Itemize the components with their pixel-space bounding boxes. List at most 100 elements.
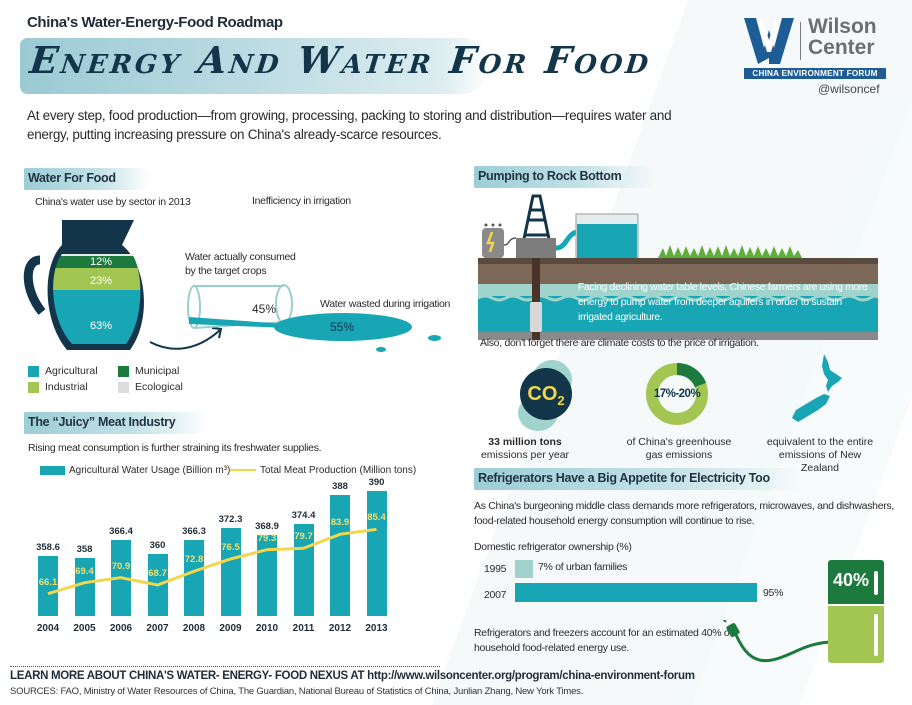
bar-value-label: 372.3 (218, 513, 243, 525)
fridge-freezer-icon: 40% (828, 560, 884, 604)
ownership-label-2007: 95% (763, 587, 784, 599)
legend-item-ecological: Ecological (118, 381, 188, 393)
legend-label: Industrial (45, 381, 88, 393)
learn-more-link[interactable]: LEARN MORE ABOUT CHINA'S WATER- ENERGY- … (10, 670, 695, 682)
ownership-bar-2007 (515, 583, 757, 602)
x-axis-label: 2007 (146, 623, 169, 634)
stat-co2-desc: emissions per year (480, 449, 570, 461)
bar-value-label: 366.4 (109, 526, 133, 538)
x-axis-label: 2012 (328, 623, 352, 634)
fridge-handle (874, 614, 878, 656)
water-droplet (428, 335, 441, 341)
fridge-pct: 40% (833, 570, 870, 590)
logo-line-1: Wilson (808, 15, 877, 38)
wasted-pct: 55% (330, 320, 355, 334)
legend-swatch (28, 365, 39, 377)
section-heading-pumping: Pumping to Rock Bottom (474, 166, 656, 188)
title-brush-stroke (20, 38, 490, 94)
sources: SOURCES: FAO, Ministry of Water Resource… (10, 686, 584, 697)
fridges-intro: As China's burgeoning middle class deman… (474, 500, 894, 527)
bar (220, 527, 241, 616)
donut-label: 17%-20% (653, 388, 701, 400)
meat-value-label: 85.4 (367, 512, 386, 524)
stat-nz-caption: equivalent to the entire emissions of Ne… (766, 436, 874, 474)
twitter-handle[interactable]: @wilsoncef (818, 82, 880, 96)
jug-seg-municipal: 12% (90, 256, 112, 268)
chart-bar-2004: 358.6 66.1 (36, 542, 60, 616)
chart-bar-2009: 372.3 76.5 (219, 514, 242, 616)
donut-chart-icon (646, 362, 708, 425)
page-title: Energy And Water For Food (27, 38, 654, 82)
legend-swatch (118, 381, 129, 393)
bar-value-label: 358.6 (36, 542, 60, 554)
ownership-label-1995: 7% of urban families (538, 561, 628, 573)
meat-value-label: 69.4 (75, 565, 94, 577)
intro-text: At every step, food production—from grow… (27, 108, 672, 142)
chart-legend-line: Total Meat Production (Million tons) (230, 465, 416, 476)
new-zealand-map-icon (792, 354, 842, 422)
meat-value-label: 79.7 (294, 531, 313, 543)
x-axis-label: 2013 (365, 623, 388, 634)
bar (257, 534, 277, 616)
consumed-pct: 45% (252, 302, 277, 316)
irrigation-caption: Inefficiency in irrigation (252, 195, 351, 207)
chart-bar-2013: 390 85.4 (366, 477, 387, 616)
fridge-note: Refrigerators and freezers account for a… (474, 627, 733, 654)
jug-legend: Agricultural Municipal Industrial Ecolog… (28, 365, 188, 393)
fridge-body-icon (828, 606, 884, 663)
plug-cord-icon (722, 620, 831, 663)
water-jug-icon: 12% 23% 63% (23, 220, 144, 350)
legend-swatch-bar (40, 465, 65, 475)
x-axis-label: 2008 (182, 623, 206, 634)
svg-text:23%: 23% (90, 275, 112, 287)
bar-value-label: 390 (368, 477, 385, 488)
bar (184, 540, 204, 616)
legend-item-industrial: Industrial (28, 381, 118, 393)
bar-value-label: 358 (76, 543, 93, 555)
ownership-year-1995: 1995 (484, 563, 507, 575)
svg-text:63%: 63% (90, 320, 112, 332)
bar (330, 495, 350, 616)
chart-legend-bar: Agricultural Water Usage (Billion m³) (40, 465, 230, 476)
legend-label: Agricultural Water Usage (Billion m³) (69, 465, 231, 476)
section-heading-refrigerators: Refrigerators Have a Big Appetite for El… (474, 468, 804, 490)
wasted-label: Water wasted during irrigation (320, 298, 451, 310)
bar-value-label: 374.4 (291, 509, 316, 521)
ownership-title: Domestic refrigerator ownership (%) (474, 541, 632, 553)
aquifer-illustration (478, 194, 878, 340)
water-droplet (376, 347, 386, 352)
meat-value-label: 70.9 (111, 560, 131, 572)
legend-label: Municipal (135, 365, 180, 377)
meat-value-label: 79.3 (257, 532, 277, 544)
co2-text: CO (527, 383, 558, 405)
section-heading-meat-industry: The “Juicy” Meat Industry (24, 412, 210, 434)
legend-item-municipal: Municipal (118, 365, 188, 377)
bar-value-label: 388 (332, 481, 348, 493)
meat-subtitle: Rising meat consumption is further strai… (28, 442, 322, 454)
chart-bar-2005: 358 69.4 (74, 544, 95, 616)
x-axis-label: 2004 (36, 623, 60, 634)
legend-label: Agricultural (45, 365, 98, 377)
aquifer-text: Facing declining water table levels, Chi… (578, 282, 868, 323)
co2-icon: CO2 (510, 360, 580, 431)
page-kicker: China's Water-Energy-Food Roadmap (27, 14, 283, 31)
legend-swatch-line (230, 469, 256, 472)
meat-value-label: 76.5 (221, 542, 240, 553)
bar-value-label: 360 (149, 539, 166, 551)
footer-divider (10, 666, 440, 667)
bar (366, 491, 387, 616)
co2-subscript: 2 (557, 393, 565, 408)
chart-bar-2012: 388 83.9 (330, 481, 350, 616)
meat-water-chart: 358.6 66.1 2004 358 69.4 2005 366.4 70.9 2006 360… (26, 477, 396, 640)
stat-co2-caption: 33 million tons emissions per year (470, 436, 580, 462)
legend-swatch (118, 365, 129, 377)
meat-value-label: 68.7 (148, 568, 167, 579)
logo-divider (800, 22, 801, 60)
stat-ghg-caption: of China's greenhouse gas emissions (626, 436, 732, 461)
section-heading-water-for-food: Water For Food (24, 168, 150, 190)
x-axis-label: 2005 (73, 623, 96, 634)
x-axis-label: 2010 (255, 623, 279, 634)
logo-band: CHINA ENVIRONMENT FORUM (744, 68, 886, 79)
ownership-bar-1995 (515, 560, 533, 578)
legend-swatch (28, 381, 39, 393)
